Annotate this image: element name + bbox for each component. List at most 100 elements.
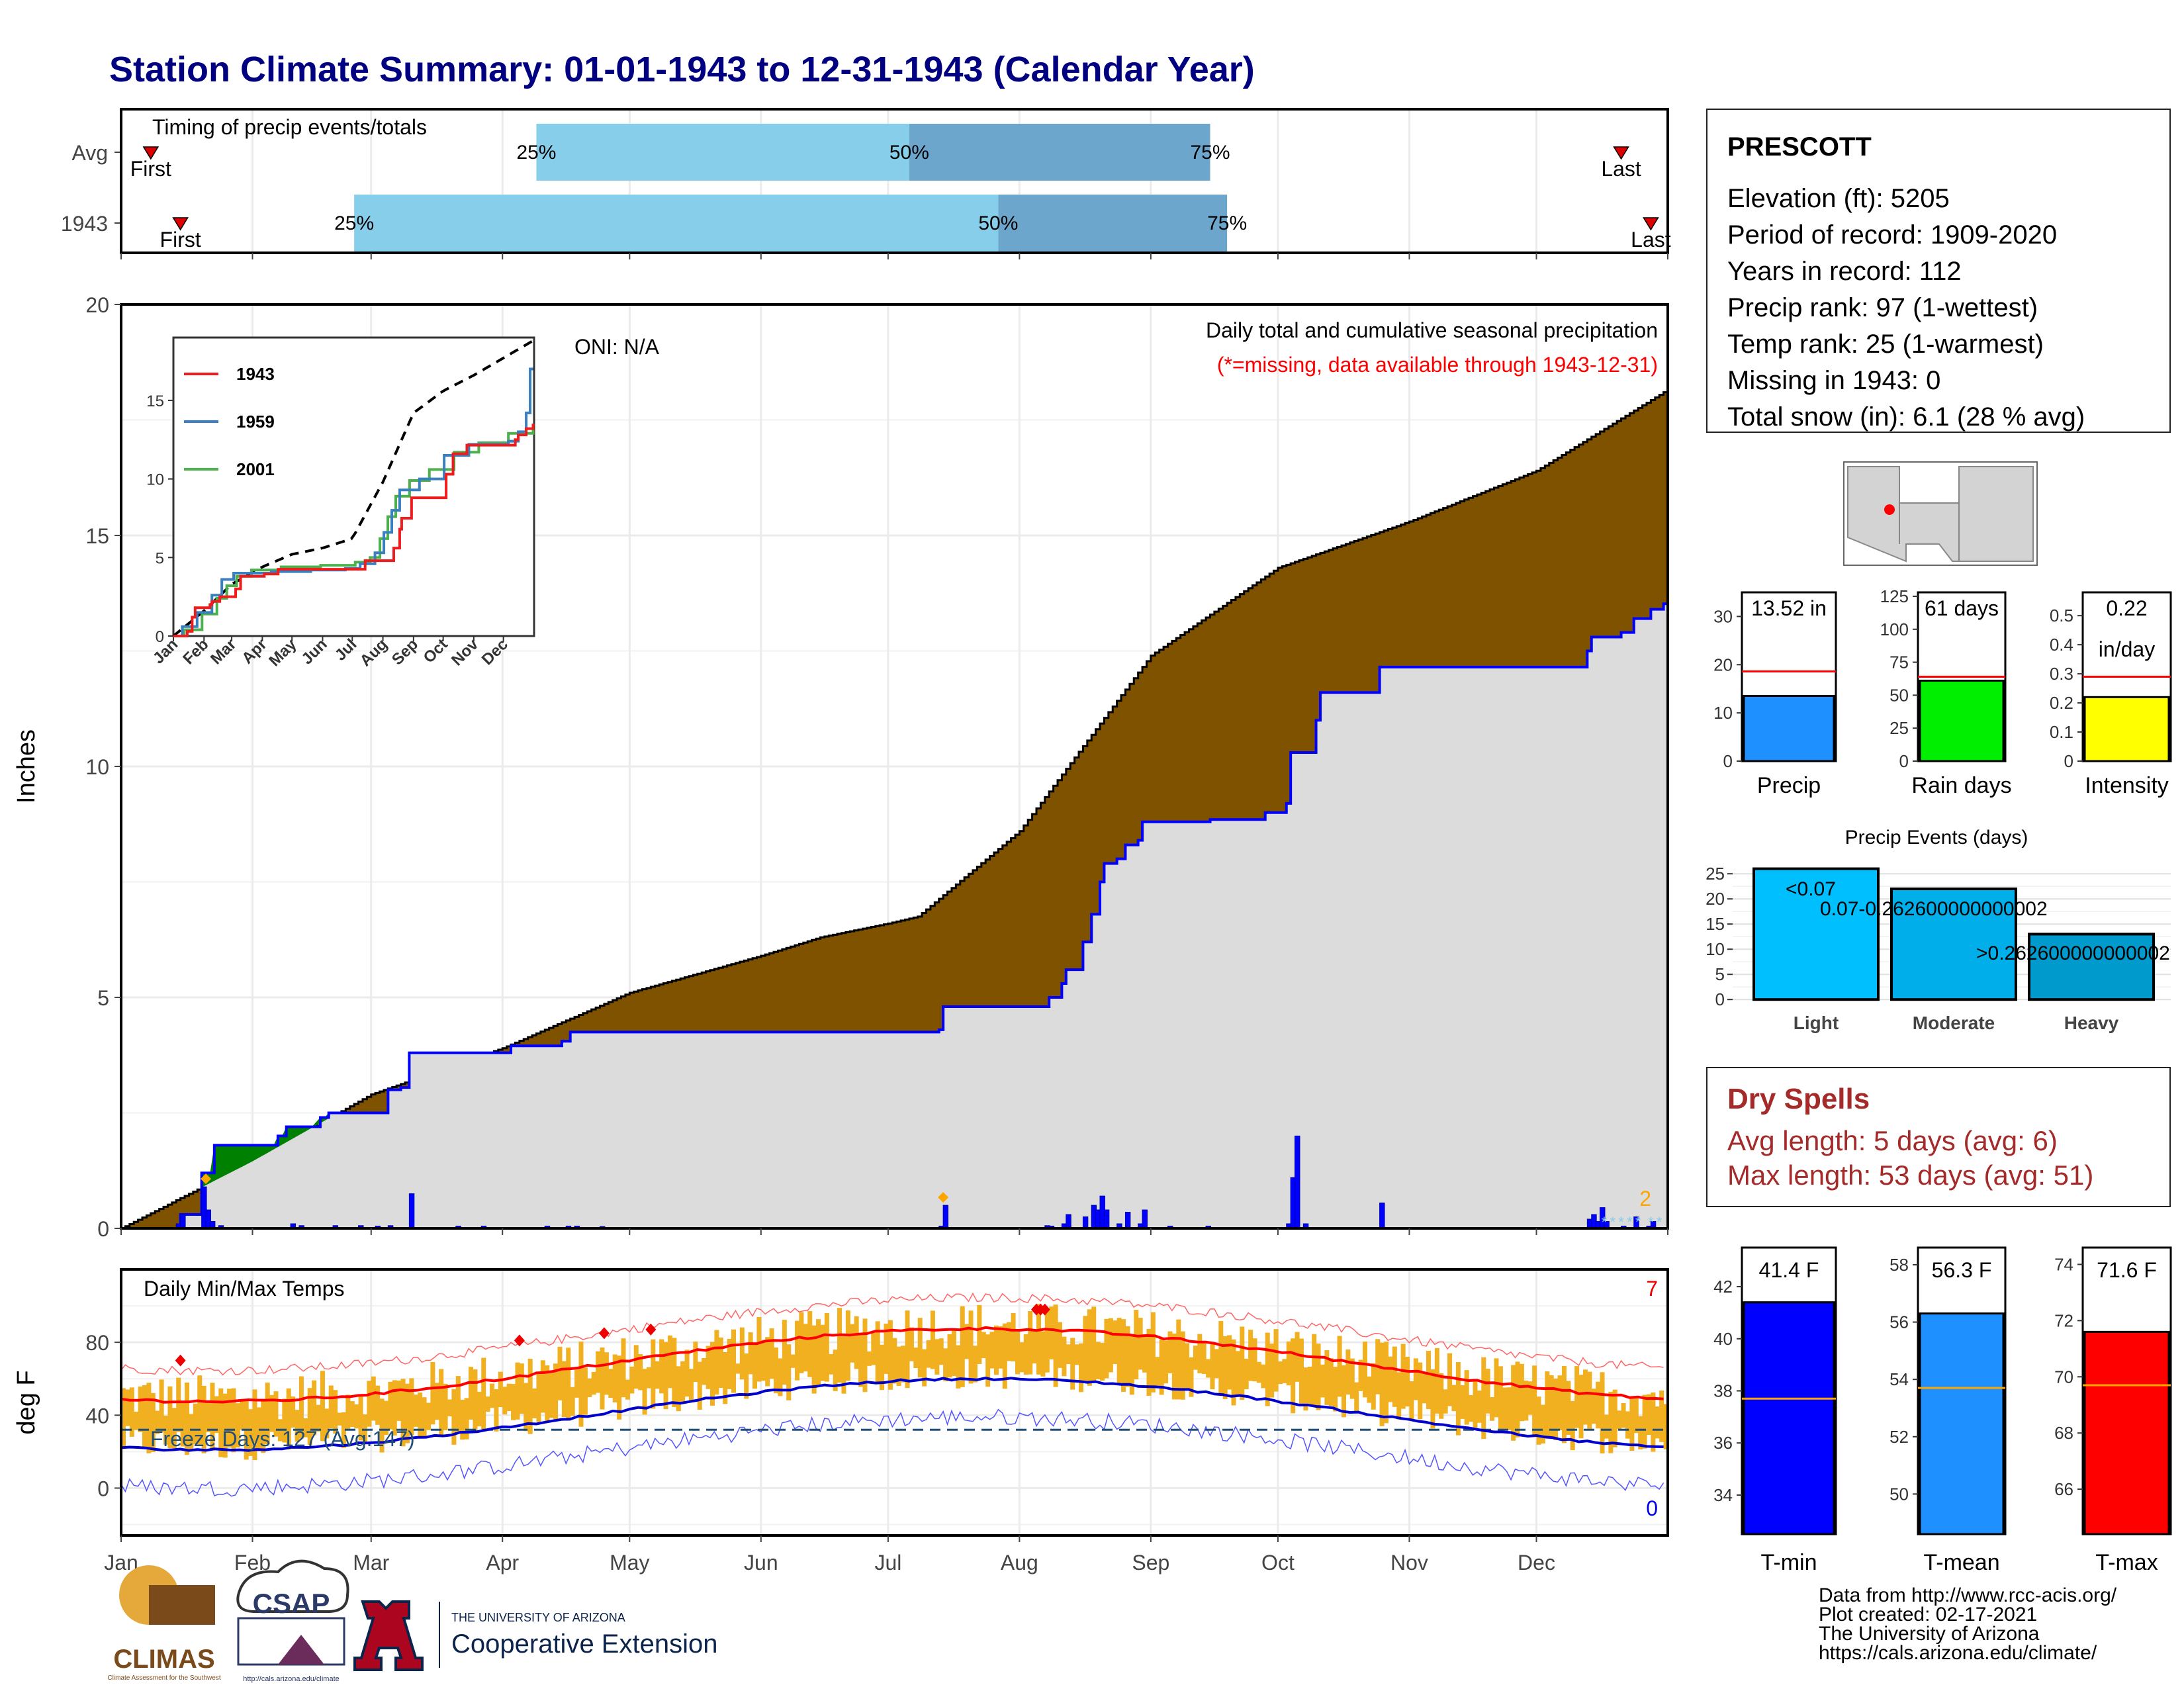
mini-bar-fill <box>2083 696 2170 762</box>
daily-temp-range-bar <box>642 1369 647 1415</box>
daily-temp-range-bar <box>1464 1370 1469 1425</box>
daily-temp-range-bar <box>574 1369 580 1398</box>
inset-legend-label: 2001 <box>236 459 275 479</box>
daily-temp-range-bar <box>337 1412 342 1426</box>
daily-temp-range-bar <box>176 1377 181 1432</box>
daily-temp-range-bar <box>1053 1304 1058 1387</box>
daily-temp-range-bar <box>409 1378 414 1436</box>
daily-temp-range-bar <box>1167 1331 1173 1373</box>
daily-temp-range-bar <box>1125 1326 1130 1387</box>
timing-pct-25: 25% <box>516 142 556 163</box>
daily-temp-range-bar <box>1511 1365 1516 1441</box>
events-label-moderate: 0.07-0.262600000000002 <box>1820 898 2048 920</box>
daily-temp-range-bar <box>1333 1367 1338 1412</box>
daily-temp-range-bar <box>490 1383 495 1408</box>
daily-temp-range-bar <box>964 1324 970 1359</box>
daily-temp-range-bar <box>328 1385 334 1429</box>
first-event-label: First <box>160 228 201 251</box>
daily-temp-range-bar <box>430 1361 435 1425</box>
daily-temp-range-bar <box>473 1369 478 1431</box>
daily-temp-range-bar <box>134 1411 139 1430</box>
daily-temp-range-bar <box>1286 1341 1291 1386</box>
dry-spells-title: Dry Spells <box>1727 1083 1870 1115</box>
daily-temp-range-bar <box>845 1310 850 1381</box>
daily-temp-range-bar <box>1443 1389 1448 1414</box>
daily-temp-range-bar <box>1426 1350 1432 1410</box>
daily-temp-range-bar <box>1218 1320 1224 1394</box>
daily-temp-range-bar <box>972 1346 978 1383</box>
mini-bar-fill <box>1919 679 2005 762</box>
daily-temp-range-bar <box>591 1371 596 1395</box>
daily-temp-range-bar <box>1545 1371 1550 1439</box>
daily-temp-range-bar <box>1058 1322 1063 1368</box>
daily-temp-range-bar <box>303 1418 308 1438</box>
daily-temp-range-bar <box>1617 1410 1622 1430</box>
daily-temp-range-bar <box>307 1388 312 1445</box>
daily-temp-range-bar <box>404 1383 410 1443</box>
daily-temp-range-bar <box>1502 1387 1508 1431</box>
timing-pct-75: 75% <box>1207 212 1247 234</box>
dry-spells-max: Max length: 53 days (avg: 51) <box>1727 1160 2094 1191</box>
daily-temp-range-bar <box>261 1400 266 1453</box>
precip-y-tick-label: 20 <box>85 293 109 317</box>
daily-temp-range-bar <box>709 1342 715 1406</box>
precip-missing-note: (*=missing, data available through 1943-… <box>1217 353 1658 377</box>
missing-day-marker: * <box>1657 1214 1662 1230</box>
inset-legend-label: 1943 <box>236 364 275 384</box>
daily-temp-range-bar <box>150 1393 156 1452</box>
daily-temp-range-bar <box>926 1340 931 1368</box>
mini-bar-tick-label: 100 <box>1880 619 1909 639</box>
daily-temp-range-bar <box>240 1401 245 1430</box>
daily-temp-range-bar <box>396 1380 402 1421</box>
daily-temp-range-bar <box>511 1384 516 1420</box>
mini-bar-tick-label: 0.2 <box>2050 693 2073 713</box>
daily-temp-range-bar <box>324 1408 330 1439</box>
record-high-marker <box>175 1354 186 1367</box>
daily-temp-range-bar <box>676 1366 681 1412</box>
daily-temp-range-bar <box>540 1360 545 1413</box>
daily-temp-range-bar <box>829 1353 834 1375</box>
normal-tmin-line <box>120 1377 1664 1452</box>
events-label-light: <0.07 <box>1786 878 1836 900</box>
daily-temp-range-bar <box>862 1318 868 1393</box>
daily-temp-range-bar <box>1176 1319 1181 1400</box>
daily-temp-range-bar <box>354 1404 359 1429</box>
daily-temp-range-bar <box>1079 1343 1084 1393</box>
daily-temp-range-bar <box>502 1387 508 1415</box>
daily-temp-range-bar <box>1159 1339 1164 1395</box>
mini-bar-tick-label: 125 <box>1880 586 1909 606</box>
daily-temp-range-bar <box>1540 1404 1545 1444</box>
timing-row-label: Avg <box>71 141 108 165</box>
daily-temp-range-bar <box>1235 1351 1240 1397</box>
daily-temp-range-bar <box>1477 1391 1482 1423</box>
daily-temp-range-bar <box>439 1369 444 1436</box>
daily-temp-range-bar <box>1040 1331 1046 1377</box>
daily-temp-range-bar <box>880 1344 885 1391</box>
daily-temp-range-bar <box>1062 1336 1067 1377</box>
mini-bar-name: Intensity <box>2085 773 2169 798</box>
daily-temp-range-bar <box>185 1382 190 1455</box>
events-tick-label: 25 <box>1706 864 1725 884</box>
daily-temp-range-bar <box>265 1383 270 1445</box>
mini-bar-value-label: 61 days <box>1925 596 1999 620</box>
daily-temp-range-bar <box>1515 1361 1520 1438</box>
daily-temp-range-bar <box>723 1352 728 1404</box>
daily-temp-range-bar <box>1129 1334 1134 1395</box>
timing-panel-border <box>120 108 1669 254</box>
mini-bar-value-unit: in/day <box>2099 637 2155 661</box>
events-category-label: Light <box>1794 1013 1839 1033</box>
daily-temp-range-bar <box>1320 1364 1325 1398</box>
daily-temp-range-bar <box>506 1383 512 1412</box>
temp-bar-name: T-max <box>2095 1550 2158 1575</box>
mini-bar-tick-label: 0.3 <box>2050 664 2073 684</box>
daily-temp-range-bar <box>1638 1416 1643 1449</box>
mini-bar-tick-label: 0.1 <box>2050 722 2073 742</box>
daily-temp-range-bar <box>1570 1400 1575 1451</box>
daily-temp-range-bar <box>1108 1318 1113 1373</box>
daily-temp-range-bar <box>1633 1398 1639 1434</box>
inset-y-tick-label: 0 <box>156 628 164 646</box>
daily-temp-range-bar <box>799 1312 804 1373</box>
daily-temp-range-bar <box>688 1369 694 1402</box>
daily-temp-range-bar <box>1113 1320 1118 1364</box>
cumulative-observed-area <box>121 604 1668 1228</box>
